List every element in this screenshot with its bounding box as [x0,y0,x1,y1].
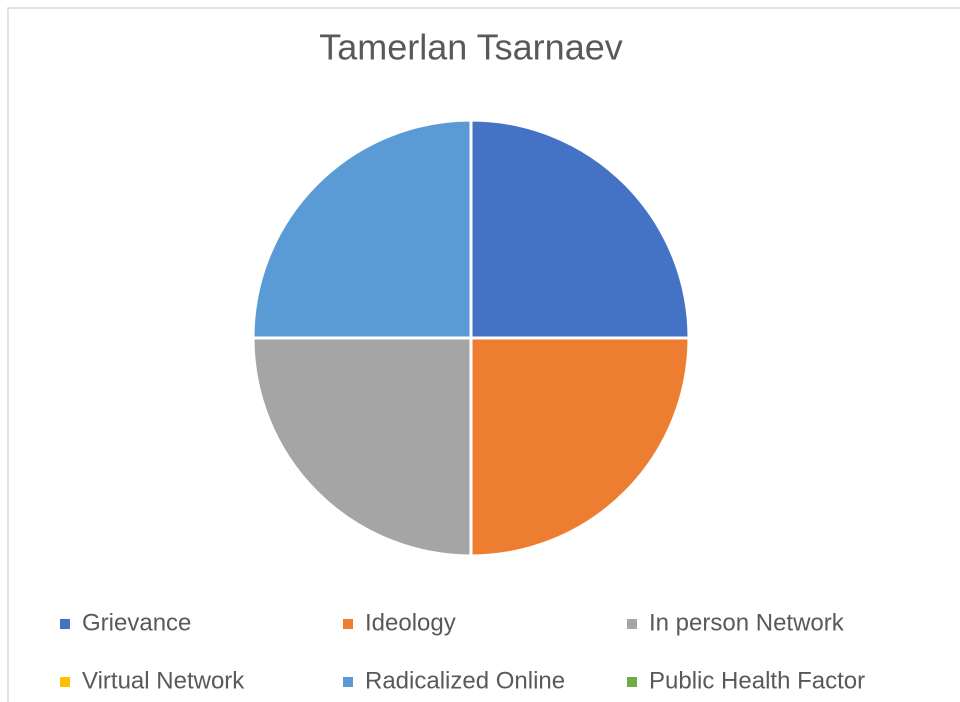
chart-border [7,7,960,702]
legend-label: Virtual Network [82,667,245,694]
legend-swatch [627,677,637,687]
legend-label: In person Network [649,609,845,636]
pie [251,118,691,558]
pie-slice [251,118,473,340]
chart-title: Tamerlan Tsarnaev [319,27,623,68]
legend-swatch [627,619,637,629]
legend-label: Ideology [365,609,456,636]
legend: Grievance Ideology In person Network Virtua… [60,609,865,694]
legend-label: Public Health Factor [649,667,865,694]
legend-swatch [343,619,353,629]
pie-slice [469,336,691,558]
pie-slice [251,336,473,558]
legend-label: Radicalized Online [365,667,565,694]
legend-swatch [60,619,70,629]
legend-swatch [60,677,70,687]
pie-slice [469,118,691,340]
legend-label: Grievance [82,609,191,636]
legend-swatch [343,677,353,687]
